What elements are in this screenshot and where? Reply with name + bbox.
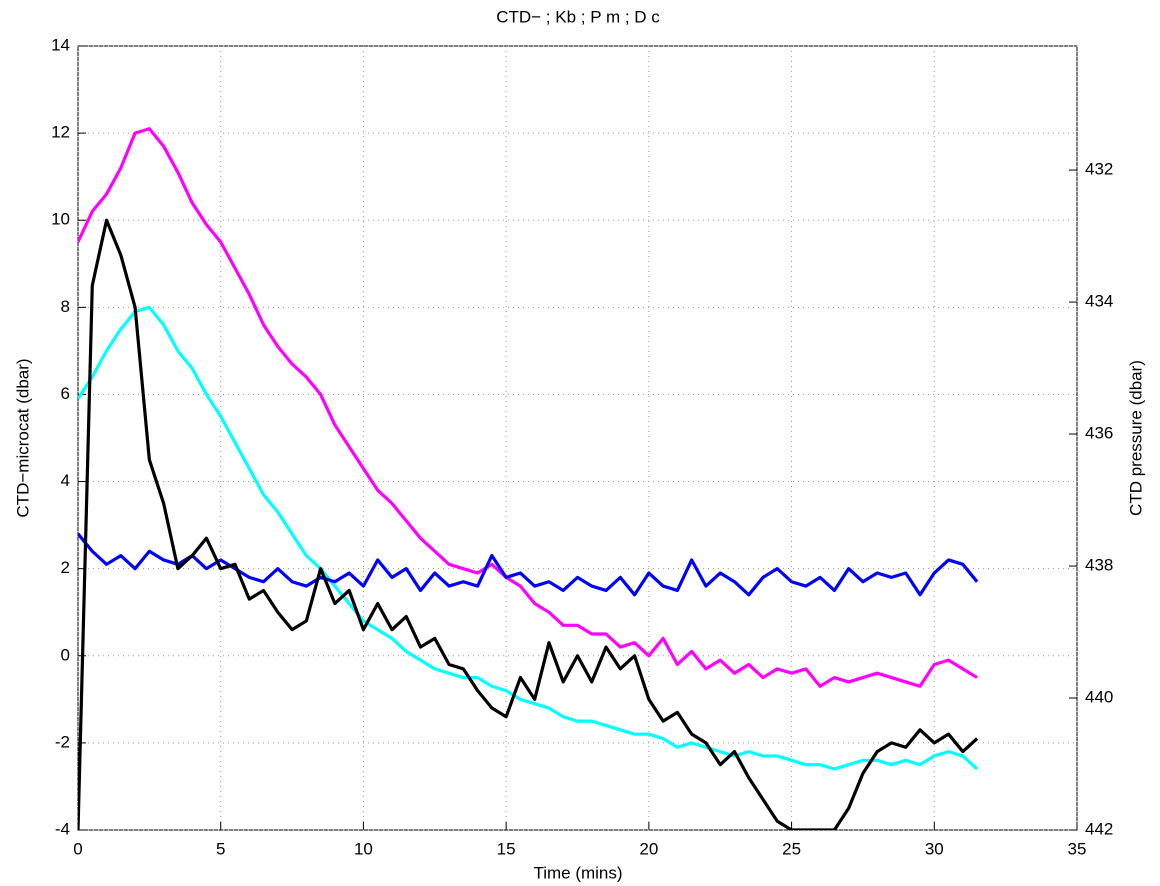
x-tick-label: 15	[497, 839, 516, 858]
x-tick-label: 10	[354, 839, 373, 858]
data-line	[78, 532, 979, 597]
x-tick-label: 25	[782, 839, 801, 858]
y-tick-label: 4	[61, 471, 70, 490]
y-tick-label: -4	[55, 819, 70, 838]
x-tick-label: 20	[639, 839, 658, 858]
y-tick-label: 10	[51, 210, 70, 229]
y-tick-label: 8	[61, 297, 70, 316]
x-axis-label: Time (mins)	[533, 863, 622, 882]
y2-tick-label: 434	[1085, 292, 1113, 311]
plot-area	[78, 127, 979, 830]
x-tick-label: 35	[1068, 839, 1087, 858]
x-tick-label: 30	[925, 839, 944, 858]
y2-tick-label: 436	[1085, 424, 1113, 443]
x-tick-label: 0	[73, 839, 82, 858]
y-tick-label: -2	[55, 732, 70, 751]
y2-tick-label: 438	[1085, 556, 1113, 575]
x-tick-label: 5	[216, 839, 225, 858]
y-tick-label: 14	[51, 35, 70, 54]
y2-tick-label: 442	[1085, 819, 1113, 838]
y-tick-label: 6	[61, 384, 70, 403]
y2-tick-label: 440	[1085, 687, 1113, 706]
y-tick-label: 0	[61, 645, 70, 664]
data-line	[78, 218, 979, 830]
y-tick-label: 12	[51, 123, 70, 142]
data-line	[78, 305, 979, 771]
data-line	[78, 127, 978, 688]
y-axis-label: CTD−microcat (dbar)	[13, 358, 32, 517]
plot-frame	[77, 45, 1078, 831]
y-tick-label: 2	[61, 558, 70, 577]
chart-title: CTD− ; Kb ; P m ; D c	[496, 7, 660, 26]
y2-axis-label: CTD pressure (dbar)	[1126, 360, 1145, 516]
y2-tick-label: 432	[1085, 160, 1113, 179]
